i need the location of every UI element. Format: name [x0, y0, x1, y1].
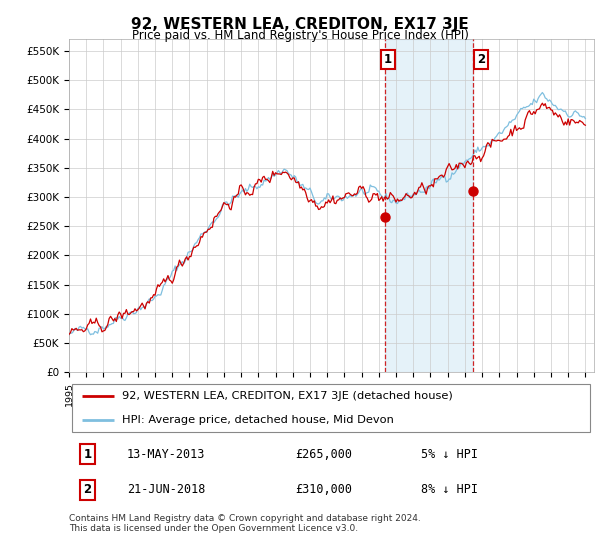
Text: Price paid vs. HM Land Registry's House Price Index (HPI): Price paid vs. HM Land Registry's House … — [131, 29, 469, 42]
FancyBboxPatch shape — [71, 384, 590, 432]
Text: £265,000: £265,000 — [295, 447, 352, 461]
Bar — [385, 39, 473, 372]
Text: 1: 1 — [83, 447, 91, 461]
Text: 92, WESTERN LEA, CREDITON, EX17 3JE: 92, WESTERN LEA, CREDITON, EX17 3JE — [131, 17, 469, 32]
Text: 13-MAY-2013: 13-MAY-2013 — [127, 447, 205, 461]
Text: 21-JUN-2018: 21-JUN-2018 — [127, 483, 205, 496]
Text: £310,000: £310,000 — [295, 483, 352, 496]
Text: 1: 1 — [383, 53, 392, 66]
Text: 5% ↓ HPI: 5% ↓ HPI — [421, 447, 478, 461]
Text: 92, WESTERN LEA, CREDITON, EX17 3JE (detached house): 92, WESTERN LEA, CREDITON, EX17 3JE (det… — [121, 391, 452, 401]
Text: 2: 2 — [476, 53, 485, 66]
Text: 2: 2 — [83, 483, 91, 496]
Text: Contains HM Land Registry data © Crown copyright and database right 2024.
This d: Contains HM Land Registry data © Crown c… — [69, 514, 421, 534]
Text: 8% ↓ HPI: 8% ↓ HPI — [421, 483, 478, 496]
Text: HPI: Average price, detached house, Mid Devon: HPI: Average price, detached house, Mid … — [121, 415, 394, 425]
